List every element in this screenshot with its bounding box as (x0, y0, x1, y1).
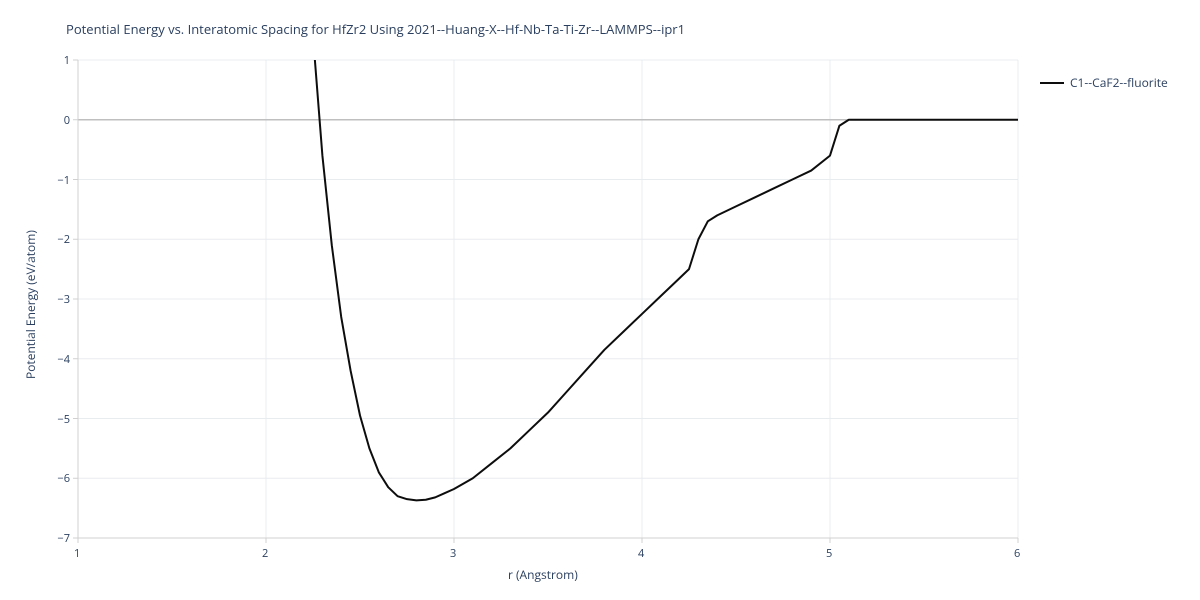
plot-svg[interactable] (0, 0, 1200, 600)
x-tick-label: 2 (262, 546, 268, 561)
y-tick-label: −1 (57, 173, 70, 188)
y-tick-label: −5 (57, 412, 70, 427)
chart-container: Potential Energy vs. Interatomic Spacing… (0, 0, 1200, 600)
y-tick-label: −7 (57, 531, 70, 546)
x-tick-label: 4 (638, 546, 644, 561)
x-tick-label: 1 (74, 546, 80, 561)
x-tick-label: 3 (450, 546, 456, 561)
x-tick-label: 5 (826, 546, 832, 561)
legend-swatch-icon (1040, 82, 1064, 84)
legend[interactable]: C1--CaF2--fluorite (1040, 74, 1168, 91)
y-tick-label: 0 (64, 113, 70, 128)
y-tick-label: −3 (57, 292, 70, 307)
y-tick-label: −4 (57, 352, 70, 367)
x-tick-label: 6 (1014, 546, 1020, 561)
y-tick-label: 1 (64, 53, 70, 68)
y-tick-label: −2 (57, 232, 70, 247)
legend-series-label: C1--CaF2--fluorite (1070, 74, 1168, 91)
y-tick-label: −6 (57, 471, 70, 486)
